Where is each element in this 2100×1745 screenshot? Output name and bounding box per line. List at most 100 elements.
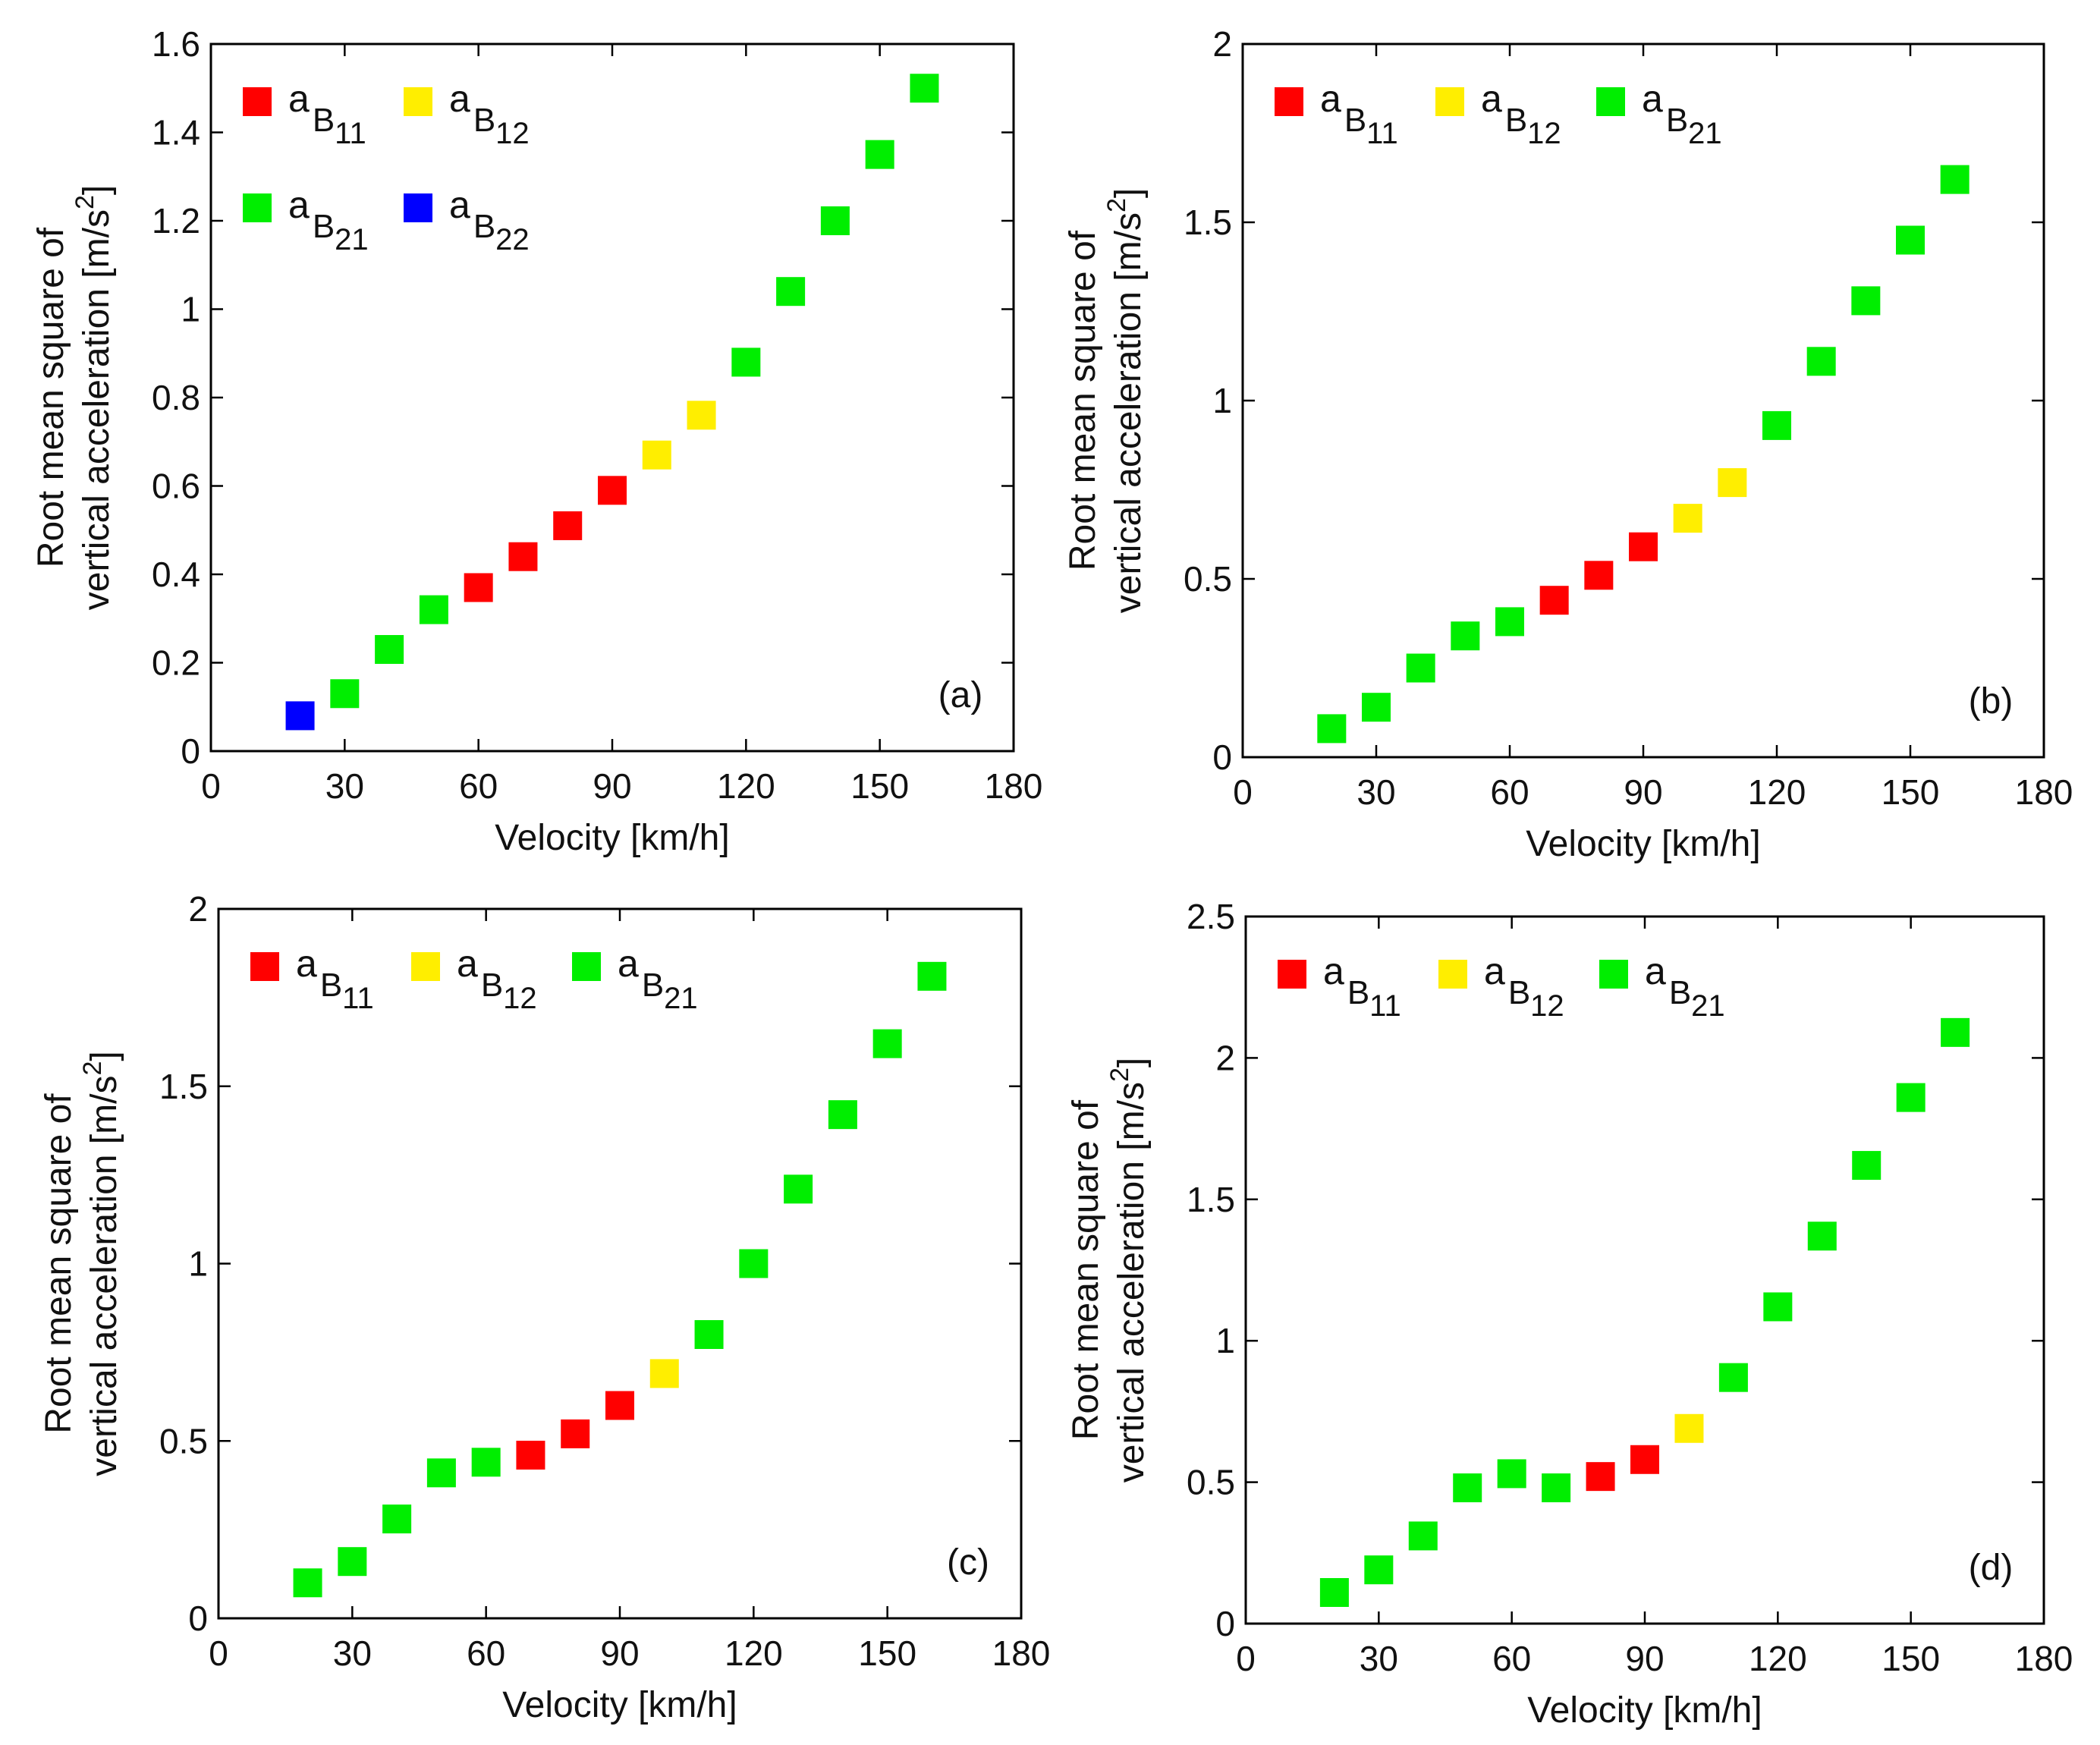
data-point-b11 (561, 1419, 590, 1448)
legend-symbol: a (296, 942, 317, 985)
y-tick-label: 1 (1212, 381, 1232, 420)
x-tick-label: 120 (1749, 1639, 1807, 1678)
y-axis-label-superscript: 2 (1105, 1067, 1134, 1082)
data-point-b21 (1542, 1473, 1571, 1503)
data-point-b21 (731, 347, 761, 377)
y-tick-label: 1.5 (1187, 1180, 1235, 1219)
chart-panel-b: 0 30 60 90 120 150 180 0 0.5 1 1.5 2 Velocity [km/h]… (1063, 24, 2073, 864)
y-tick-label: 2 (188, 889, 208, 929)
legend-label: aB21 (1645, 950, 1725, 1023)
data-point-b21 (293, 1568, 322, 1598)
data-point-b21 (1408, 1521, 1438, 1551)
legend-marker (404, 87, 432, 116)
legend-item: aB12 (404, 77, 530, 150)
legend-item: aB11 (1278, 950, 1401, 1023)
legend-item: aB22 (404, 184, 530, 256)
data-point-b11 (1629, 532, 1658, 561)
data-point-b12 (1718, 468, 1747, 498)
legend-label: aB12 (449, 77, 530, 150)
x-tick-label: 0 (201, 766, 221, 806)
x-tick-label: 120 (725, 1633, 783, 1673)
data-point-b11 (1630, 1445, 1659, 1474)
legend-label: aB11 (296, 942, 374, 1015)
x-axis-label: Velocity [km/h] (495, 818, 729, 858)
data-point-b11 (553, 511, 583, 540)
x-tick-label: 60 (1490, 772, 1529, 812)
y-axis-label-bracket: ] (1108, 188, 1149, 198)
data-point-b11 (516, 1440, 545, 1470)
y-axis-label-main: vertical acceleration [m/s (1111, 1082, 1152, 1482)
plot-frame (217, 907, 1023, 1620)
data-point-b21 (739, 1249, 769, 1278)
legend-symbol: a (288, 184, 310, 226)
y-tick-label: 1.6 (152, 24, 200, 64)
y-axis-label-main: vertical acceleration [m/s (1108, 212, 1149, 613)
data-point-b21 (375, 635, 404, 665)
y-axis-label-bracket: ] (77, 185, 117, 195)
y-axis-label-superscript: 2 (71, 195, 99, 209)
y-tick-label: 0.2 (152, 643, 200, 683)
legend-item: aB21 (1596, 77, 1722, 150)
legend-subscript-letter: B (1344, 102, 1366, 139)
y-tick-label: 0 (1215, 1604, 1235, 1643)
data-point-b21 (419, 595, 448, 624)
data-point-b21 (1896, 225, 1925, 255)
legend-subscript-index: 21 (664, 982, 698, 1015)
x-tick-label: 150 (858, 1633, 916, 1673)
y-axis-label-line2: vertical acceleration [m/s2] (1102, 188, 1149, 613)
x-tick-label: 150 (1882, 772, 1940, 812)
legend-subscript-index: 21 (1688, 117, 1722, 150)
y-tick-label: 1 (181, 290, 200, 329)
legend-marker (411, 952, 440, 981)
data-point-b21 (1319, 1577, 1349, 1607)
legend-marker (1438, 960, 1467, 989)
y-axis-label-line1: Root mean square of (31, 227, 71, 568)
x-tick-label: 60 (1492, 1639, 1531, 1678)
legend-symbol: a (1642, 77, 1663, 120)
x-tick-label: 90 (600, 1633, 639, 1673)
legend-marker (1596, 87, 1625, 116)
data-point-b21 (1497, 1459, 1526, 1489)
data-point-b21 (1763, 1292, 1793, 1322)
panel-label: (b) (1969, 681, 2014, 722)
y-tick-label: 0 (188, 1599, 208, 1638)
x-tick-label: 0 (209, 1633, 228, 1673)
legend-subscript-letter: B (473, 208, 495, 245)
legend-subscript-letter: B (1508, 974, 1530, 1011)
legend-symbol: a (288, 77, 310, 120)
legend-subscript-letter: B (481, 967, 503, 1004)
data-point-b21 (1718, 1363, 1748, 1392)
legend-subscript-letter: B (642, 967, 664, 1004)
x-tick-label: 150 (850, 766, 909, 806)
data-point-b22 (285, 701, 315, 731)
legend-marker (1435, 87, 1464, 116)
plot-frame (1241, 42, 2045, 759)
legend-marker (1278, 960, 1306, 989)
y-tick-label: 0.5 (1184, 559, 1232, 599)
y-axis-label-line1: Root mean square of (39, 1093, 79, 1434)
data-point-b21 (1896, 1083, 1926, 1112)
data-point-b11 (464, 573, 493, 602)
legend-marker (572, 952, 601, 981)
x-tick-label: 120 (1748, 772, 1806, 812)
data-point-b12 (649, 1359, 679, 1388)
data-point-b11 (1586, 1462, 1615, 1492)
y-axis-label-line1: Root mean square of (1063, 230, 1103, 571)
legend-item: aB12 (1438, 950, 1564, 1023)
legend-subscript-letter: B (1347, 974, 1369, 1011)
x-tick-label: 180 (992, 1633, 1051, 1673)
data-point-b12 (642, 440, 671, 470)
x-axis-label: Velocity [km/h] (1526, 824, 1760, 864)
x-tick-label: 180 (2015, 772, 2073, 812)
x-tick-label: 30 (325, 766, 364, 806)
data-point-b21 (1762, 410, 1791, 440)
legend-label: aB21 (618, 942, 698, 1015)
x-tick-label: 0 (1233, 772, 1253, 812)
panel-label: (d) (1969, 1548, 2014, 1588)
y-axis-label-line2: vertical acceleration [m/s2] (1105, 1058, 1152, 1482)
legend-item: aB21 (243, 184, 369, 256)
legend-subscript-letter: B (313, 208, 335, 245)
data-point-b21 (1851, 286, 1881, 316)
data-point-b21 (776, 277, 806, 307)
legend-subscript-index: 12 (495, 117, 530, 150)
